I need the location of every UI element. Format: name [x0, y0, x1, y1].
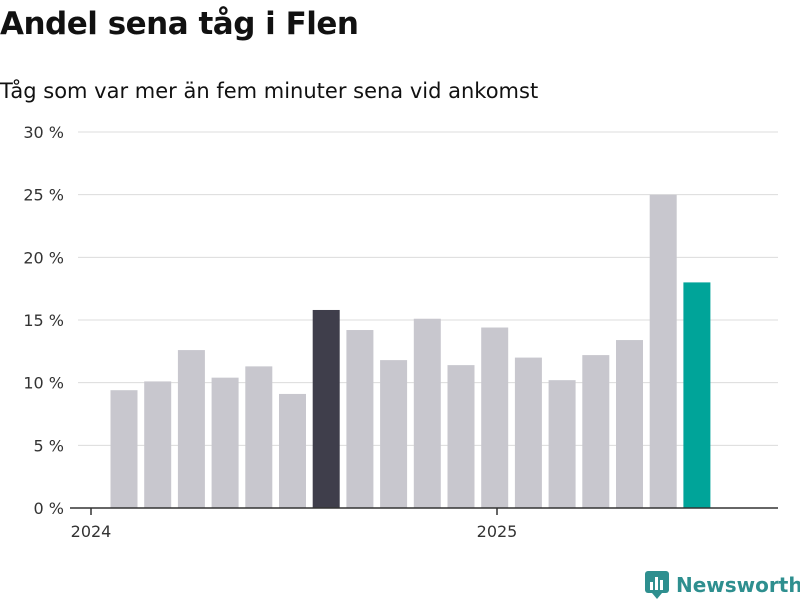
bar	[177, 350, 205, 508]
x-tick-label: 2025	[477, 522, 518, 541]
newsworthy-logo-icon	[645, 571, 669, 599]
y-tick-label: 5 %	[34, 436, 64, 455]
brand-name: Newsworthy	[676, 573, 800, 597]
bar	[346, 330, 374, 508]
bar	[548, 380, 576, 508]
bar	[110, 390, 138, 508]
bar	[413, 318, 441, 508]
brand-logo: Newsworthy	[644, 570, 800, 600]
bar	[245, 366, 273, 508]
bar	[514, 357, 542, 508]
chart-title: Andel sena tåg i Flen	[0, 6, 359, 42]
y-tick-label: 20 %	[23, 248, 64, 267]
chart-subtitle: Tåg som var mer än fem minuter sena vid …	[0, 79, 539, 103]
bar	[279, 393, 306, 508]
bar	[211, 377, 239, 508]
bar	[683, 282, 711, 508]
bar	[447, 365, 475, 508]
bar	[144, 381, 172, 508]
bar	[380, 360, 408, 508]
bar	[582, 355, 610, 508]
y-tick-label: 30 %	[23, 123, 64, 142]
y-tick-label: 15 %	[23, 311, 64, 330]
y-tick-label: 10 %	[23, 374, 64, 393]
bar	[616, 340, 643, 508]
x-tick-label: 2024	[71, 522, 112, 541]
bar	[649, 194, 677, 508]
y-tick-label: 25 %	[23, 186, 64, 205]
y-tick-label: 0 %	[34, 499, 64, 518]
bar	[312, 309, 340, 508]
bar	[481, 327, 509, 508]
